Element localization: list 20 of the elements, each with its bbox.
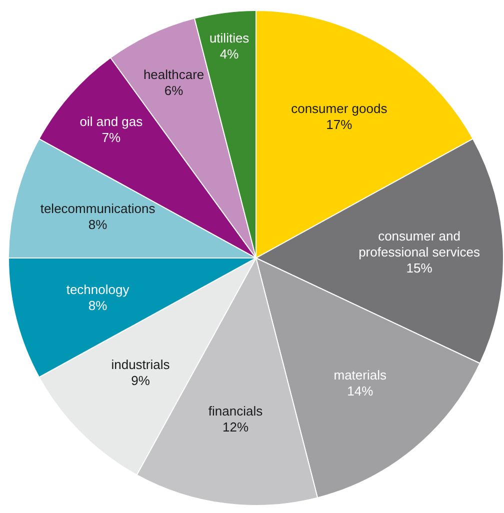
slice-label: oil and gas [80, 114, 144, 129]
data-label: 4% [220, 46, 240, 62]
slice-label: technology [66, 282, 130, 298]
slice-label: telecommunications [40, 200, 156, 216]
slice-label: healthcare [143, 66, 204, 82]
data-label: 7% [102, 130, 122, 145]
slice-label: industrials [111, 357, 170, 372]
slice-label: utilities [209, 30, 250, 46]
slice-label: consumer and professional services [358, 228, 480, 260]
data-label: 12% [222, 420, 249, 435]
data-label: 8% [88, 298, 108, 314]
slice-label: consumer goods [291, 100, 388, 116]
data-label: 8% [88, 216, 108, 232]
data-label: 14% [347, 383, 374, 398]
data-label: 15% [406, 260, 433, 276]
slice-label: financials [208, 404, 264, 419]
data-label: 6% [164, 82, 184, 98]
slice-label: materials [334, 367, 387, 382]
data-label: 9% [131, 373, 150, 388]
data-label: 17% [326, 116, 353, 132]
